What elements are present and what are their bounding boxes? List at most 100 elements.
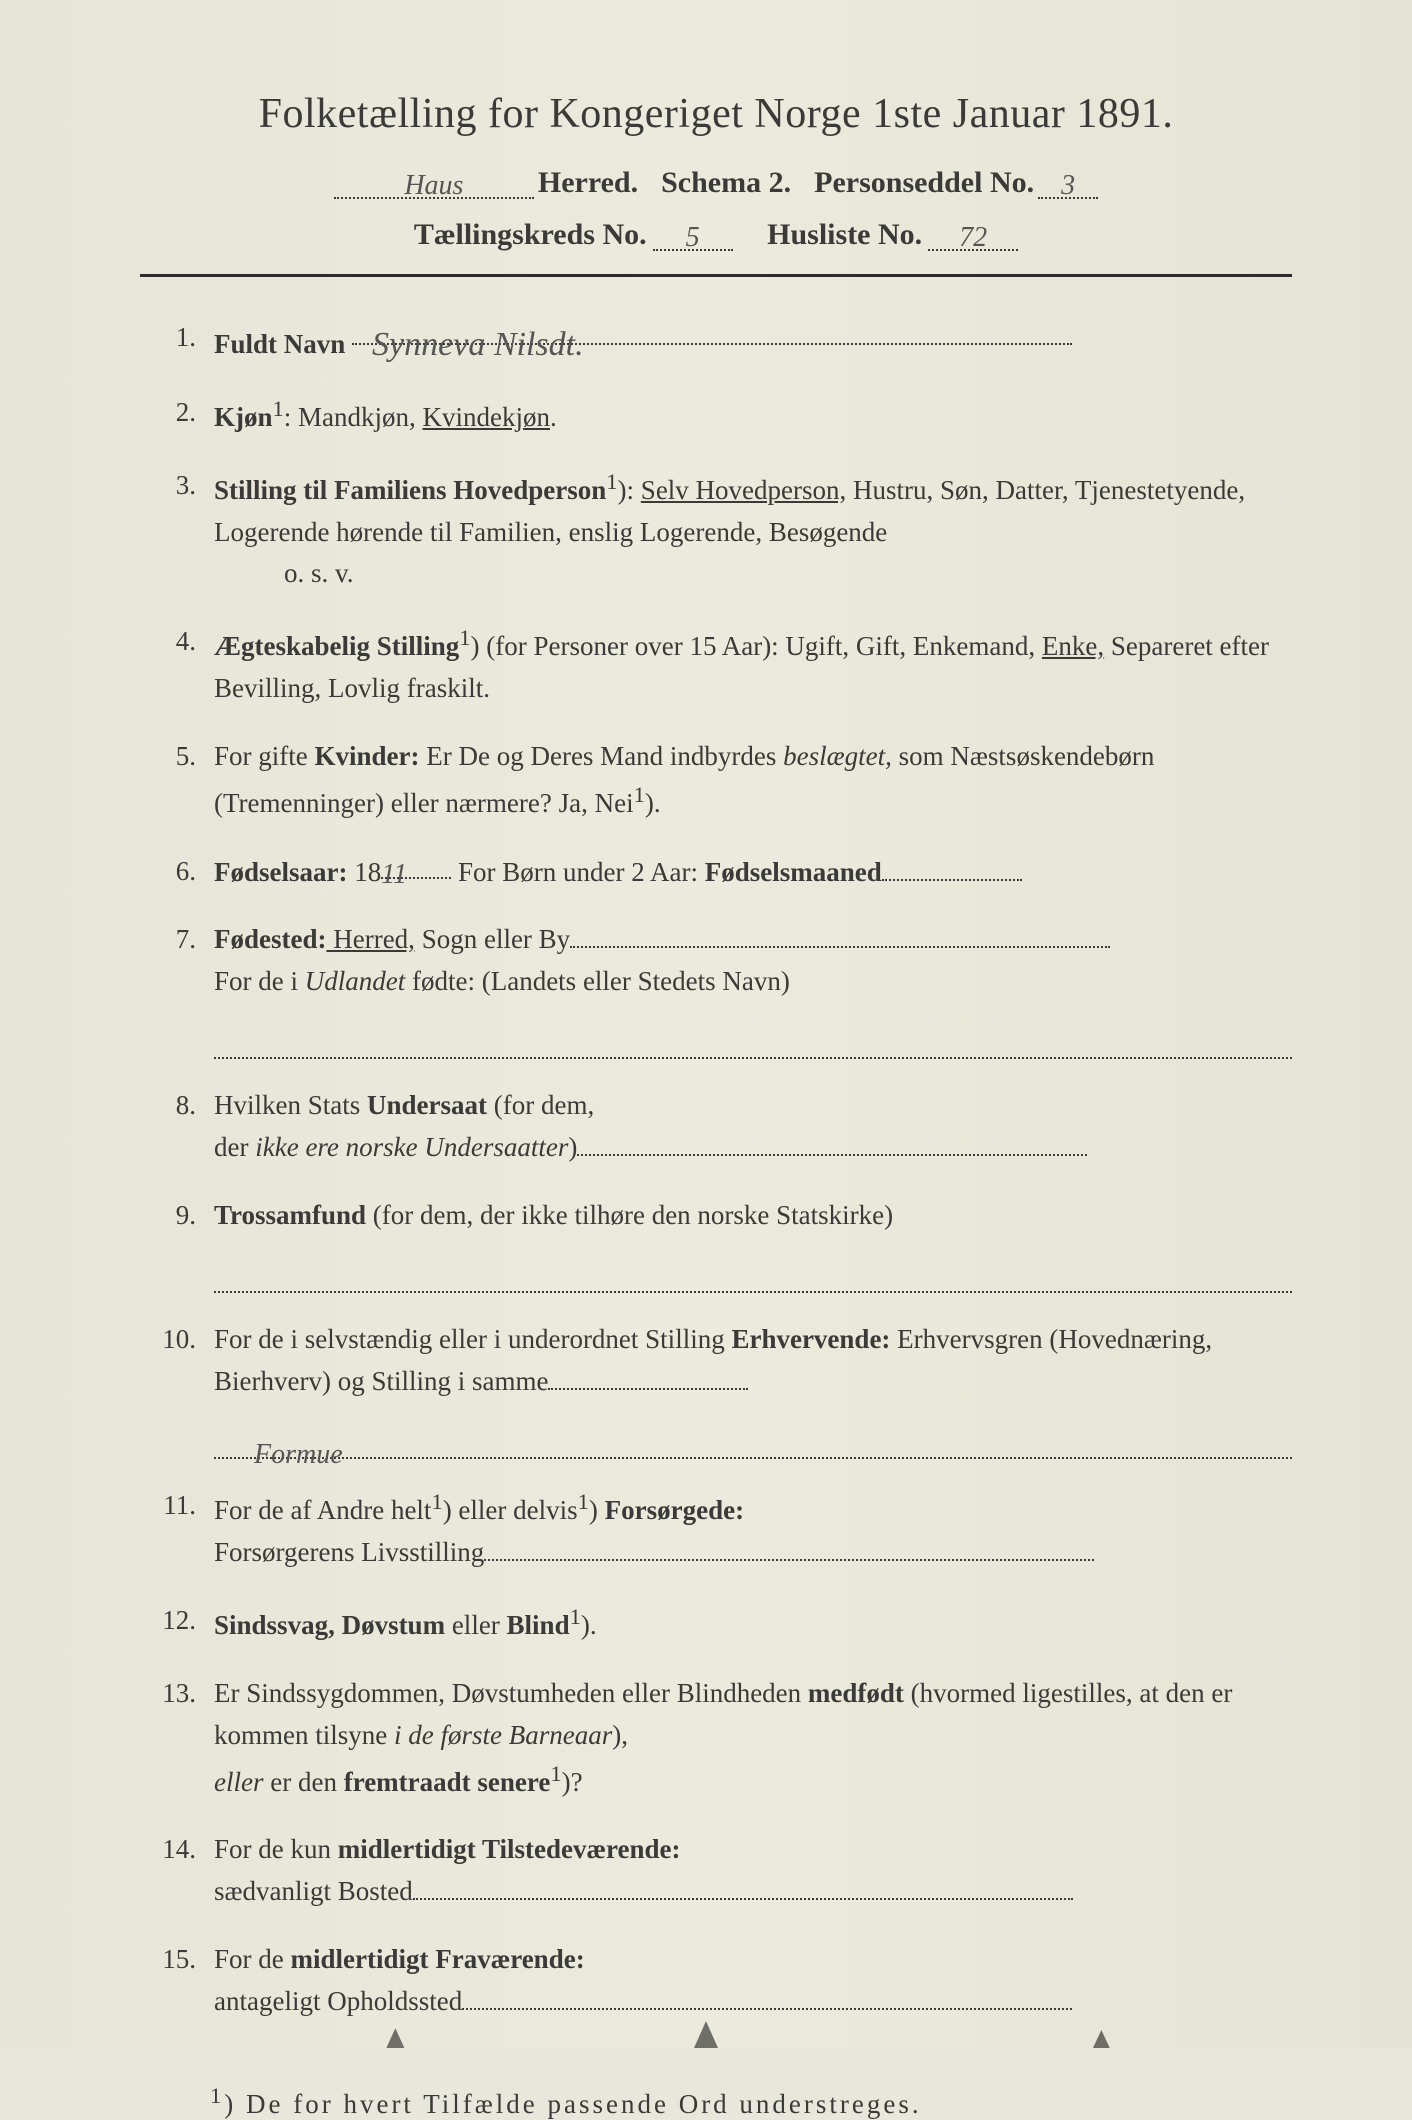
bold: fremtraadt senere: [344, 1767, 551, 1797]
form-items: 1. Fuldt Navn Synneva Nilsdt. 2. Kjøn1: …: [140, 317, 1292, 2023]
item-body: For de af Andre helt1) eller delvis1) Fo…: [214, 1485, 1292, 1574]
abroad-field: [214, 1031, 1292, 1059]
month-field: [882, 852, 1022, 880]
line2: eller er den fremtraadt senere1)?: [214, 1757, 1292, 1804]
herred-handwritten: Haus: [404, 170, 463, 202]
selected-option: Selv Hovedperson,: [641, 475, 846, 505]
header-line-2: Tællingskreds No. 5 Husliste No. 72: [140, 218, 1292, 252]
item-number: 5.: [150, 736, 214, 778]
sup: 1: [459, 625, 470, 650]
item-body: For gifte Kvinder: Er De og Deres Mand i…: [214, 736, 1292, 825]
item-body: Fødested: Herred, Sogn eller By For de i…: [214, 919, 1292, 1059]
item-body: Stilling til Familiens Hovedperson1): Se…: [214, 465, 1292, 596]
line2: antageligt Opholdssted: [214, 1981, 1292, 2023]
trail: o. s. v.: [214, 553, 1292, 595]
form-header: Folketælling for Kongeriget Norge 1ste J…: [140, 90, 1292, 277]
mid2: ): [589, 1495, 605, 1525]
item-body: Trossamfund (for dem, der ikke tilhøre d…: [214, 1195, 1292, 1293]
item-body: Fødselsaar: 1811 For Børn under 2 Aar: F…: [214, 851, 1292, 894]
header-line-1: Haus Herred. Schema 2. Personseddel No. …: [140, 166, 1292, 200]
sup: 1: [273, 396, 284, 421]
text: (for Personer over 15 Aar): Ugift, Gift,…: [480, 631, 1042, 661]
end: )?: [562, 1767, 583, 1797]
label: Fødested:: [214, 924, 326, 954]
selected-option: Enke,: [1042, 631, 1104, 661]
label: Kjøn: [214, 402, 273, 432]
item-number: 6.: [150, 851, 214, 893]
herred-label: Herred.: [538, 166, 638, 200]
selected-option: Herred,: [326, 924, 414, 954]
line2-text: antageligt Opholdssted: [214, 1986, 462, 2016]
item-number: 4.: [150, 621, 214, 663]
item-5: 5. For gifte Kvinder: Er De og Deres Man…: [150, 736, 1292, 825]
name-handwritten: Synneva Nilsdt.: [352, 319, 584, 372]
label2: Blind: [507, 1610, 570, 1640]
footnote: 1) De for hvert Tilfælde passende Ord un…: [140, 2083, 1292, 2120]
item-14: 14. For de kun midlertidigt Tilstedevære…: [150, 1829, 1292, 1913]
rest: fødte: (Landets eller Stedets Navn): [405, 966, 790, 996]
supporter-field: [484, 1533, 1094, 1561]
taellingskreds-field: 5: [653, 218, 733, 251]
label: Ægteskabelig Stilling: [214, 631, 459, 661]
item-6: 6. Fødselsaar: 1811 For Børn under 2 Aar…: [150, 851, 1292, 894]
religion-field: [214, 1265, 1292, 1293]
item-body: Kjøn1: Mandkjøn, Kvindekjøn.: [214, 392, 1292, 439]
item-body: Er Sindssygdommen, Døvstumheden eller Bl…: [214, 1673, 1292, 1804]
label2: Fødselsmaaned: [705, 857, 882, 887]
mid: eller: [445, 1610, 506, 1640]
label: medfødt: [808, 1678, 904, 1708]
item-body: For de i selvstændig eller i underordnet…: [214, 1319, 1292, 1459]
mid: er den: [263, 1767, 343, 1797]
item-11: 11. For de af Andre helt1) eller delvis1…: [150, 1485, 1292, 1574]
year-field: 11: [381, 851, 451, 879]
item-13: 13. Er Sindssygdommen, Døvstumheden elle…: [150, 1673, 1292, 1804]
rest: (for dem, der ikke tilhøre den norske St…: [366, 1200, 893, 1230]
taellingskreds-no: 5: [686, 222, 700, 254]
item-body: Fuldt Navn Synneva Nilsdt.: [214, 317, 1292, 366]
label: midlertidigt Tilstedeværende:: [338, 1834, 681, 1864]
sup: 1: [578, 1489, 589, 1514]
taellingskreds-label: Tællingskreds No.: [414, 218, 647, 252]
birthplace-field: [570, 920, 1110, 948]
paper-damage-icon: [380, 2026, 410, 2048]
italic: Udlandet: [305, 966, 406, 996]
schema-label: Schema 2.: [661, 166, 791, 200]
line2: der ikke ere norske Undersaatter): [214, 1127, 1292, 1169]
line2: Forsørgerens Livsstilling: [214, 1532, 1292, 1574]
item-number: 12.: [150, 1600, 214, 1642]
whereabouts-field: [462, 1982, 1072, 2010]
label: Forsørgede:: [605, 1495, 744, 1525]
item-7: 7. Fødested: Herred, Sogn eller By For d…: [150, 919, 1292, 1059]
label: Trossamfund: [214, 1200, 366, 1230]
label: Fødselsaar:: [214, 857, 347, 887]
colon: :: [627, 475, 641, 505]
footnote-text: ) De for hvert Tilfælde passende Ord und…: [224, 2089, 921, 2119]
item-number: 15.: [150, 1939, 214, 1981]
pre: For de kun: [214, 1834, 338, 1864]
label: Erhvervende:: [731, 1324, 890, 1354]
item-body: Hvilken Stats Undersaat (for dem, der ik…: [214, 1085, 1292, 1169]
label: Undersaat: [367, 1090, 487, 1120]
line2-text: Forsørgerens Livsstilling: [214, 1537, 484, 1567]
label: Sindssvag, Døvstum: [214, 1610, 445, 1640]
husliste-no: 72: [959, 222, 987, 254]
pre: Hvilken Stats: [214, 1090, 367, 1120]
year-hand: 11: [381, 853, 407, 896]
year-prefix: 18: [347, 857, 381, 887]
item-number: 3.: [150, 465, 214, 507]
item-number: 1.: [150, 317, 214, 359]
item-8: 8. Hvilken Stats Undersaat (for dem, der…: [150, 1085, 1292, 1169]
sup: 1: [431, 1489, 442, 1514]
rest: ): [568, 1132, 577, 1162]
item-10: 10. For de i selvstændig eller i underor…: [150, 1319, 1292, 1459]
rest2: ),: [612, 1720, 628, 1750]
label: midlertidigt Fraværende:: [291, 1944, 585, 1974]
personseddel-label: Personseddel No.: [814, 166, 1034, 200]
item-body: Ægteskabelig Stilling1) (for Personer ov…: [214, 621, 1292, 710]
header-rule: [140, 274, 1292, 277]
item-number: 2.: [150, 392, 214, 434]
label: Fuldt Navn: [214, 329, 345, 359]
pre: For de i selvstændig eller i underordnet…: [214, 1324, 731, 1354]
citizenship-field: [577, 1128, 1087, 1156]
italic: ikke ere norske Undersaatter: [255, 1132, 568, 1162]
